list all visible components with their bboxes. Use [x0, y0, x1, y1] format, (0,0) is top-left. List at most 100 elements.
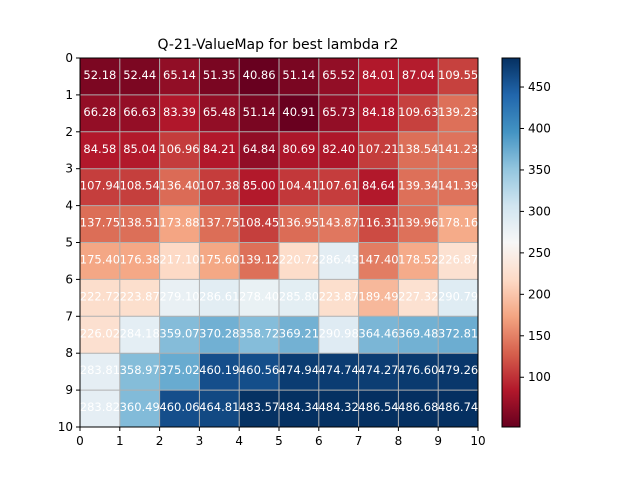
cell-value-label: 476.60	[398, 363, 438, 377]
heatmap-cell	[358, 205, 399, 243]
heatmap-cell	[279, 279, 320, 317]
cell-value-label: 175.60	[199, 253, 239, 267]
heatmap-cell	[358, 168, 399, 206]
cell-value-label: 51.35	[203, 68, 236, 82]
heatmap-cell	[358, 279, 399, 317]
cell-value-label: 460.06	[159, 400, 199, 414]
x-tick-label: 6	[315, 434, 323, 448]
cell-value-label: 358.97	[120, 363, 160, 377]
cell-value-label: 84.64	[362, 179, 395, 193]
cell-value-label: 360.49	[120, 400, 160, 414]
cell-value-label: 474.27	[358, 363, 398, 377]
heatmap-cell	[318, 168, 359, 206]
heatmap-cell	[318, 94, 359, 133]
cell-value-label: 139.34	[398, 179, 438, 193]
heatmap-cell	[119, 316, 160, 354]
x-tick-label: 1	[116, 434, 124, 448]
cell-value-label: 484.34	[279, 400, 319, 414]
cell-value-label: 226.02	[80, 326, 120, 340]
heatmap-cell	[80, 316, 121, 354]
colorbar-ticks: 100 150 200 250 300 350 400 450	[520, 80, 551, 384]
heatmap-cell	[119, 131, 160, 169]
heatmap-cell	[119, 168, 160, 206]
cell-value-label: 286.43	[319, 253, 359, 267]
heatmap-cell	[119, 353, 160, 391]
y-tick-label: 8	[65, 346, 73, 360]
cell-value-label: 82.40	[322, 142, 355, 156]
x-tick-label: 7	[355, 434, 363, 448]
grid-lines	[80, 58, 478, 427]
heatmap-cell	[239, 205, 280, 243]
cell-value-label: 486.74	[438, 400, 478, 414]
cell-value-label: 116.31	[358, 216, 398, 230]
cell-value-label: 83.39	[163, 105, 196, 119]
heatmap-cell	[159, 58, 200, 96]
cell-value-label: 108.45	[239, 216, 279, 230]
cell-value-label: 375.02	[159, 363, 199, 377]
cell-value-label: 359.07	[159, 326, 199, 340]
cell-value-label: 136.95	[279, 216, 319, 230]
heatmap-cell	[398, 131, 439, 169]
cell-value-label: 40.91	[282, 105, 315, 119]
cell-value-label: 80.69	[282, 142, 315, 156]
cell-value-label: 358.72	[239, 326, 279, 340]
cell-value-label: 290.98	[319, 326, 359, 340]
heatmap-cell	[318, 58, 359, 96]
cell-value-label: 107.38	[199, 179, 239, 193]
cell-value-label: 137.75	[80, 216, 120, 230]
heatmap-cell	[159, 242, 200, 280]
heatmap-cell	[398, 205, 439, 243]
colorbar-tick-label: 250	[528, 246, 551, 260]
heatmap-cell	[119, 94, 160, 133]
heatmap-cell	[318, 131, 359, 169]
cell-value-label: 369.21	[279, 326, 319, 340]
cell-value-label: 138.54	[398, 142, 438, 156]
cell-value-label: 226.87	[438, 253, 478, 267]
cell-value-label: 372.81	[438, 326, 478, 340]
cell-value-label: 176.38	[120, 253, 160, 267]
cell-value-label: 222.72	[80, 289, 120, 303]
heatmap-cell	[239, 279, 280, 317]
heatmap-cell	[438, 131, 479, 169]
heatmap-cell	[199, 58, 240, 96]
cell-value-label: 51.14	[243, 105, 276, 119]
cell-value-label: 66.28	[83, 105, 116, 119]
cell-value-label: 364.46	[358, 326, 398, 340]
heatmap-cell	[279, 205, 320, 243]
cell-value-label: 486.54	[358, 400, 398, 414]
x-tick-label: 2	[156, 434, 164, 448]
cell-value-label: 85.04	[123, 142, 156, 156]
heatmap-cell	[358, 58, 399, 96]
cell-value-label: 227.32	[398, 289, 438, 303]
heatmap-cell	[318, 279, 359, 317]
heatmap-cell	[159, 205, 200, 243]
heatmap-cell	[199, 94, 240, 133]
x-tick-label: 5	[275, 434, 283, 448]
cell-value-label: 87.04	[402, 68, 435, 82]
heatmap-cell	[438, 94, 479, 133]
heatmap-cell	[80, 168, 121, 206]
cell-value-label: 474.74	[319, 363, 359, 377]
heatmap-cell	[398, 58, 439, 96]
heatmap-cells: 52.18 52.44 65.14 51.35 40.86 51.14 65.52 84.01…	[80, 58, 479, 428]
heatmap-cell	[398, 168, 439, 206]
y-tick-label: 6	[65, 272, 73, 286]
cell-value-label: 474.94	[279, 363, 319, 377]
heatmap-cell	[279, 58, 320, 96]
cell-value-label: 109.63	[398, 105, 438, 119]
cell-value-label: 65.14	[163, 68, 196, 82]
heatmap-cell	[438, 168, 479, 206]
cell-value-label: 143.87	[319, 216, 359, 230]
cell-value-label: 52.18	[83, 68, 116, 82]
cell-value-label: 464.81	[199, 400, 239, 414]
heatmap-cell	[318, 242, 359, 280]
cell-value-label: 178.16	[438, 216, 478, 230]
heatmap-cell	[119, 205, 160, 243]
cell-value-label: 460.56	[239, 363, 279, 377]
colorbar	[501, 57, 521, 428]
heatmap-cell	[398, 279, 439, 317]
heatmap-cell	[239, 353, 280, 391]
y-tick-label: 2	[65, 125, 73, 139]
heatmap-cell	[358, 390, 399, 428]
y-tick-label: 0	[65, 51, 73, 65]
